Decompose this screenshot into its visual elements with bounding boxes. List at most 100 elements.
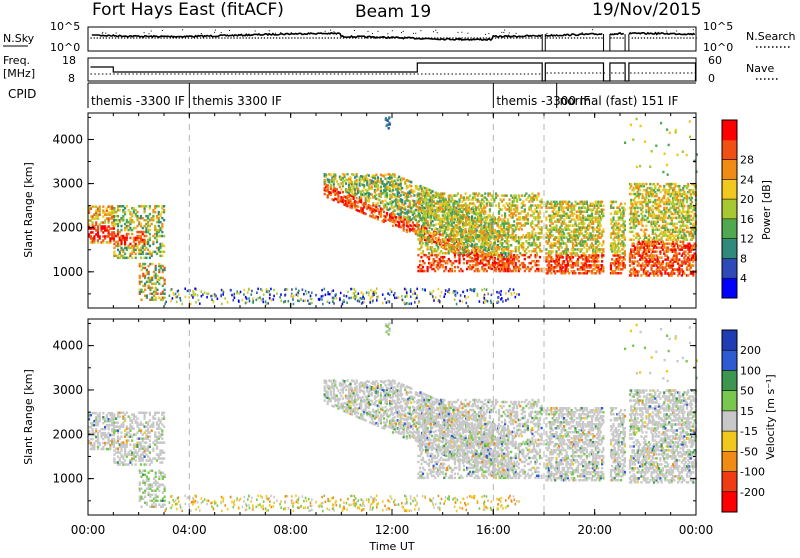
power-cell — [574, 272, 576, 275]
power-cell — [129, 237, 131, 240]
power-cell — [410, 185, 412, 188]
power-cell — [454, 266, 456, 269]
power-cell — [602, 209, 604, 212]
power-cell — [446, 244, 448, 247]
nsky-tick-top: 10^5 — [50, 20, 80, 33]
power-cell — [145, 235, 147, 238]
power-cell — [410, 181, 412, 184]
power-cell — [293, 295, 295, 298]
power-cell — [311, 298, 313, 301]
power-cell — [242, 299, 244, 302]
power-cell — [474, 252, 476, 255]
power-cell — [310, 303, 312, 306]
power-cell — [325, 174, 327, 177]
power-cell — [394, 194, 396, 197]
power-cell — [624, 264, 626, 267]
power-cell — [350, 288, 352, 291]
power-cell — [484, 222, 486, 225]
power-cell — [453, 221, 455, 224]
power-cell — [431, 228, 433, 231]
power-cell — [618, 222, 620, 225]
power-cell — [639, 193, 641, 196]
power-cell — [640, 274, 642, 277]
power-cell — [270, 288, 272, 291]
power-cell — [161, 223, 163, 226]
power-cell — [140, 299, 142, 302]
power-cell — [413, 194, 415, 197]
power-cell — [120, 229, 122, 232]
power-cell — [649, 248, 651, 251]
power-cell — [443, 192, 445, 195]
power-cell — [383, 211, 385, 214]
power-cell — [149, 237, 151, 240]
nsearch-label: N.Search — [746, 30, 796, 43]
power-cell — [601, 260, 603, 263]
nave-tick-top: 60 — [708, 54, 722, 67]
power-cell — [638, 215, 640, 218]
power-cell — [425, 224, 427, 227]
power-cell — [461, 234, 463, 237]
power-cell — [484, 288, 486, 291]
power-cell — [214, 295, 216, 298]
power-cell — [507, 244, 509, 247]
power-cell — [394, 297, 396, 300]
power-cell — [389, 188, 391, 191]
power-cell — [471, 215, 473, 218]
power-cell — [498, 254, 500, 257]
power-cell — [477, 262, 479, 265]
power-cell — [247, 291, 249, 294]
power-cell — [392, 225, 394, 228]
power-cell — [220, 295, 222, 298]
power-cell — [599, 242, 601, 245]
power-cell — [322, 303, 324, 306]
power-cell — [135, 253, 137, 256]
power-cell — [445, 266, 447, 269]
power-cell — [497, 296, 499, 299]
power-cell — [433, 299, 435, 302]
power-cell — [562, 256, 564, 259]
power-cell — [190, 303, 192, 306]
power-cell — [139, 275, 141, 278]
power-cell — [431, 292, 433, 295]
power-cell — [404, 288, 406, 291]
power-cell — [224, 297, 226, 300]
power-cell — [339, 186, 341, 189]
power-cell — [152, 241, 154, 244]
power-cell — [619, 262, 621, 265]
power-cell — [454, 242, 456, 245]
power-cell — [423, 262, 425, 265]
power-cell — [505, 252, 507, 255]
power-cell — [511, 293, 513, 296]
power-cell — [486, 270, 488, 273]
power-cell — [465, 297, 467, 300]
power-cell — [614, 240, 616, 243]
power-cell — [161, 255, 163, 258]
power-cell — [541, 236, 543, 239]
power-cell — [315, 294, 317, 297]
power-cell — [434, 202, 436, 205]
power-cell — [382, 293, 384, 296]
power-cell — [163, 251, 165, 254]
power-cell — [522, 200, 524, 203]
power-cell — [481, 254, 483, 257]
power-cell — [99, 205, 101, 208]
power-cell — [269, 293, 271, 296]
power-cell — [443, 224, 445, 227]
power-cell — [457, 192, 459, 195]
power-cell — [438, 237, 440, 240]
power-cell — [394, 174, 396, 177]
power-cell — [583, 222, 585, 225]
power-cell — [648, 221, 650, 224]
power-cell — [509, 288, 511, 291]
power-cell — [488, 223, 490, 226]
power-cell — [597, 264, 599, 267]
power-cell — [389, 294, 391, 297]
power-cell — [370, 299, 372, 302]
power-cell — [531, 204, 533, 207]
power-cell — [356, 179, 358, 182]
power-cell — [624, 244, 626, 247]
power-cell — [422, 288, 424, 291]
power-cell — [291, 294, 293, 297]
power-cell — [330, 184, 332, 187]
freq-tick-bottom: 8 — [68, 72, 75, 85]
